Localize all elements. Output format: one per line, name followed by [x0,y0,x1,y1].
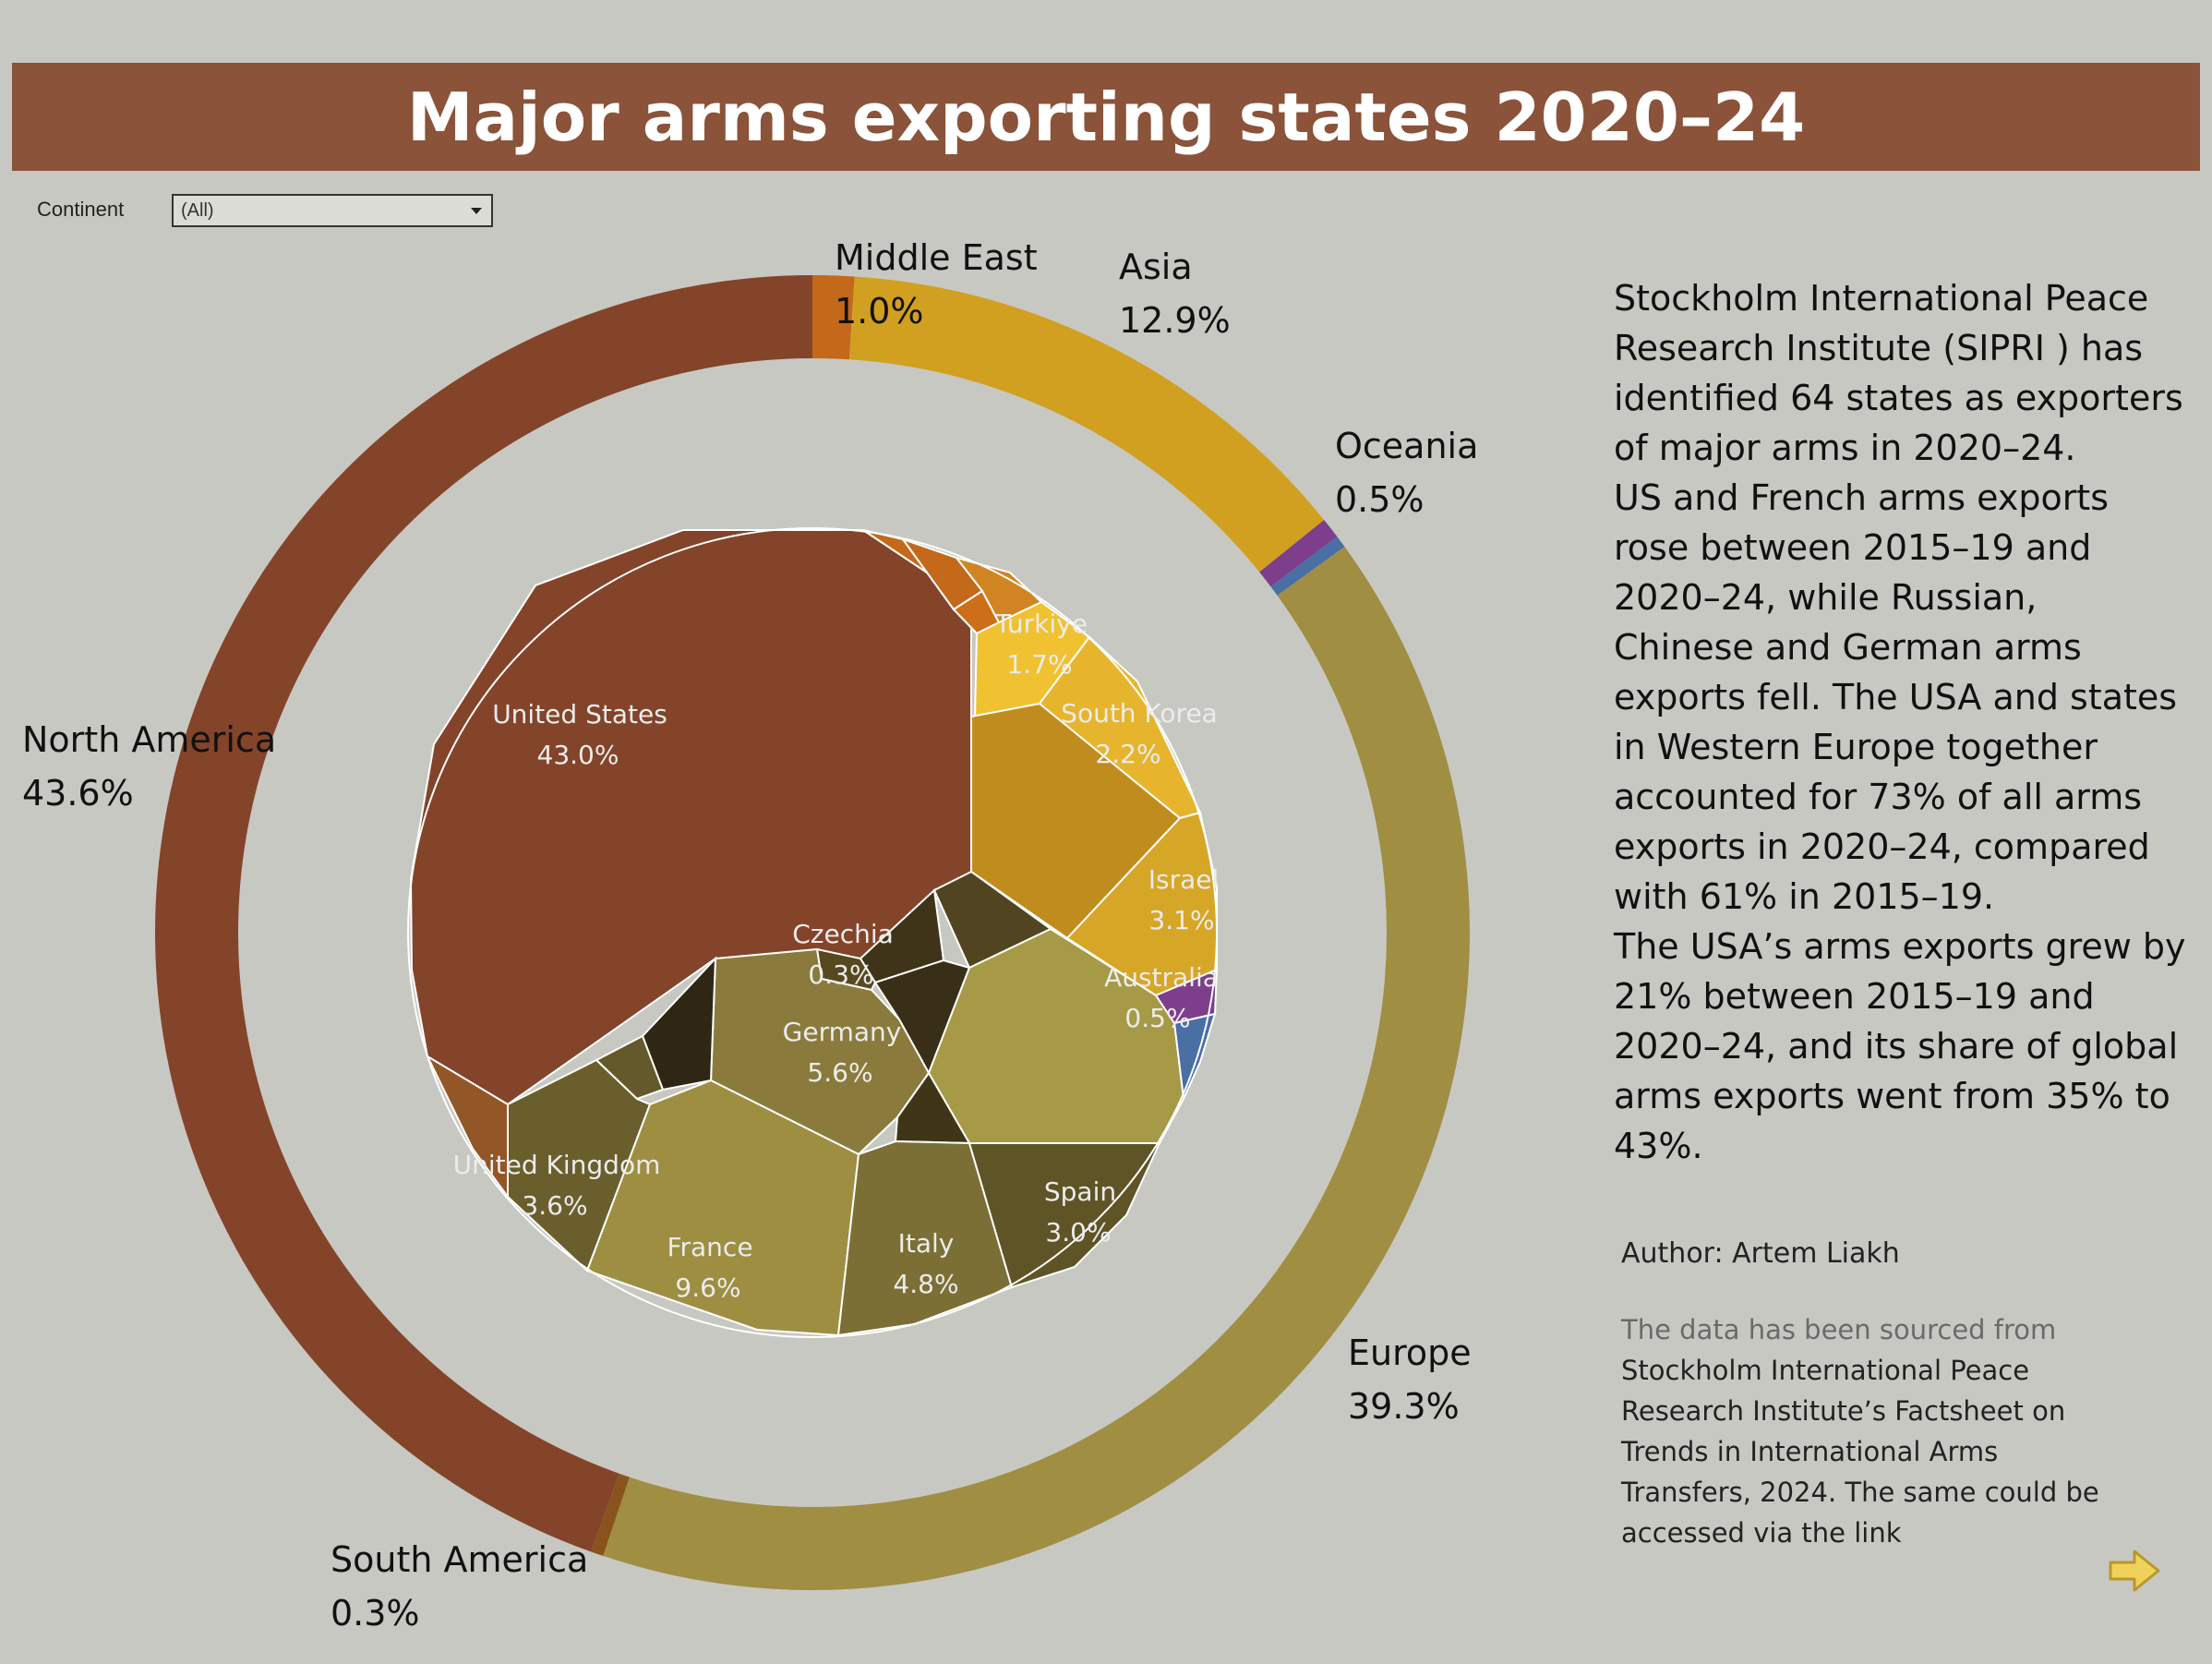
label-united-states-value: 43.0% [537,740,619,770]
label-middle-east-name: Middle East [835,237,1038,278]
label-united-kingdom-name: United Kingdom [453,1150,661,1180]
arms-export-chart: United States 43.0% Turkiye 1.7% South K… [22,237,1478,1634]
label-czechia-value: 0.3% [808,959,873,990]
description-text: Stockholm International Peace Research I… [1614,273,2186,1171]
ring-segment-asia[interactable] [848,276,1325,573]
source-note: The data has been sourced from Stockholm… [1621,1309,2120,1553]
label-south-america-name: South America [331,1539,588,1580]
label-czechia-name: Czechia [792,919,894,949]
label-south-america-value: 0.3% [331,1593,420,1634]
continent-filter-dropdown[interactable]: (All) [172,194,493,227]
page-title: Major arms exporting states 2020–24 [406,78,1806,156]
label-oceania-value: 0.5% [1335,479,1425,520]
ring-segment-europe[interactable] [603,547,1470,1590]
author-credit: Author: Artem Liakh [1621,1237,1900,1270]
label-israel-name: Israel [1148,864,1220,895]
label-italy-name: Italy [898,1228,955,1259]
label-australia-value: 0.5% [1124,1003,1190,1033]
label-united-states-name: United States [492,699,667,730]
label-australia-name: Australia [1104,962,1219,993]
label-europe-value: 39.3% [1348,1386,1460,1427]
label-france-name: France [667,1232,752,1262]
chevron-down-icon [471,208,482,214]
label-germany-value: 5.6% [807,1057,872,1088]
country-labels: United States 43.0% Turkiye 1.7% South K… [453,609,1220,1303]
source-lead: The data has been sourced from [1621,1314,2057,1345]
label-europe-name: Europe [1348,1332,1472,1373]
continent-labels: Middle East 1.0% Asia 12.9% Oceania 0.5%… [22,237,1478,1634]
ring-segment-middle-east[interactable] [812,275,855,360]
label-south-korea-name: South Korea [1061,698,1218,729]
label-france-value: 9.6% [675,1272,740,1303]
arrow-right-icon[interactable] [2107,1548,2162,1594]
cell-spain[interactable] [968,1142,1161,1289]
label-turkiye-name: Turkiye [994,609,1088,639]
label-turkiye-value: 1.7% [1006,649,1072,680]
label-north-america-value: 43.6% [22,773,134,814]
label-germany-name: Germany [783,1017,902,1047]
ring-segment-other-4[interactable] [1270,537,1345,596]
label-italy-value: 4.8% [893,1269,958,1299]
label-spain-value: 3.0% [1045,1217,1111,1248]
continent-filter-label: Continent [37,198,125,221]
continent-ring [154,275,1470,1590]
source-link[interactable]: Stockholm International Peace Research I… [1621,1355,2099,1549]
label-asia-value: 12.9% [1119,300,1231,341]
label-oceania-name: Oceania [1335,426,1478,466]
label-south-korea-value: 2.2% [1095,739,1160,769]
label-north-america-name: North America [22,719,276,760]
label-spain-name: Spain [1044,1176,1116,1207]
title-banner: Major arms exporting states 2020–24 [12,63,2200,171]
label-united-kingdom-value: 3.6% [522,1190,587,1221]
description-paragraph-1: Stockholm International Peace Research I… [1614,278,2183,468]
ring-segment-north-america[interactable] [154,275,813,1552]
label-israel-value: 3.1% [1148,905,1214,935]
ring-segment-south-america[interactable] [591,1473,630,1556]
ring-segment-oceania[interactable] [1259,520,1338,587]
label-asia-name: Asia [1119,247,1193,287]
label-middle-east-value: 1.0% [835,291,924,332]
continent-filter-value: (All) [181,199,214,221]
country-cells [407,527,1219,1338]
description-paragraph-2: US and French arms exports rose between … [1614,477,2178,917]
description-paragraph-3: The USA’s arms exports grew by 21% betwe… [1614,926,2186,1166]
